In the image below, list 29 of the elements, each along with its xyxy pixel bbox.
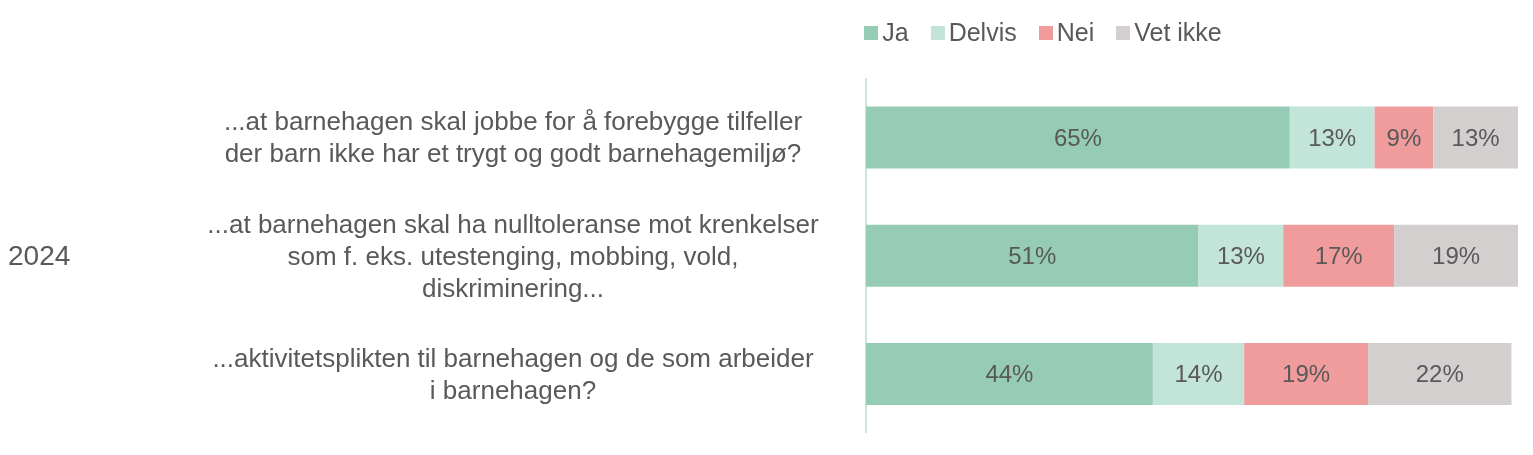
data-label: 17% [1314, 242, 1363, 270]
y-tick-label: ...at barnehagen skal jobbe for å forebygge tilfeller der barn ikke har et trygt og godt barnehagemiljø? [223, 106, 803, 169]
data-label: 13% [1308, 123, 1357, 151]
legend-label: Delvis [947, 18, 1017, 47]
y-tick-label: ...at barnehagen skal ha nulltoleranse mot krenkelser som f. eks. utestenging, mobbing, vold, diskriminering... [207, 208, 820, 303]
data-label: 13% [1216, 242, 1265, 270]
bar [1152, 343, 1245, 406]
data-label: 51% [1008, 242, 1057, 270]
y-axis-title: 2024 [8, 240, 71, 272]
data-label: 14% [1174, 360, 1223, 388]
bar [1374, 106, 1434, 169]
data-label: 44% [985, 360, 1034, 388]
bar [1368, 343, 1512, 406]
legend-label: Vet ikke [1133, 18, 1222, 47]
bar [1394, 224, 1518, 287]
data-label: 22% [1415, 360, 1464, 388]
legend-label: Ja [881, 18, 909, 47]
bar [1283, 224, 1395, 287]
data-label: 9% [1386, 123, 1422, 151]
bar [1244, 343, 1369, 406]
data-label: 19% [1282, 360, 1331, 388]
bar [1433, 106, 1518, 169]
data-label: 13% [1451, 123, 1500, 151]
y-tick-label: ...aktivitetsplikten til barnehagen og de som arbeider i barnehagen? [212, 342, 814, 405]
legend-label: Nei [1055, 18, 1095, 47]
bar [1198, 224, 1284, 287]
data-label: 19% [1432, 242, 1481, 270]
data-label: 65% [1053, 123, 1102, 151]
bar [1289, 106, 1375, 169]
